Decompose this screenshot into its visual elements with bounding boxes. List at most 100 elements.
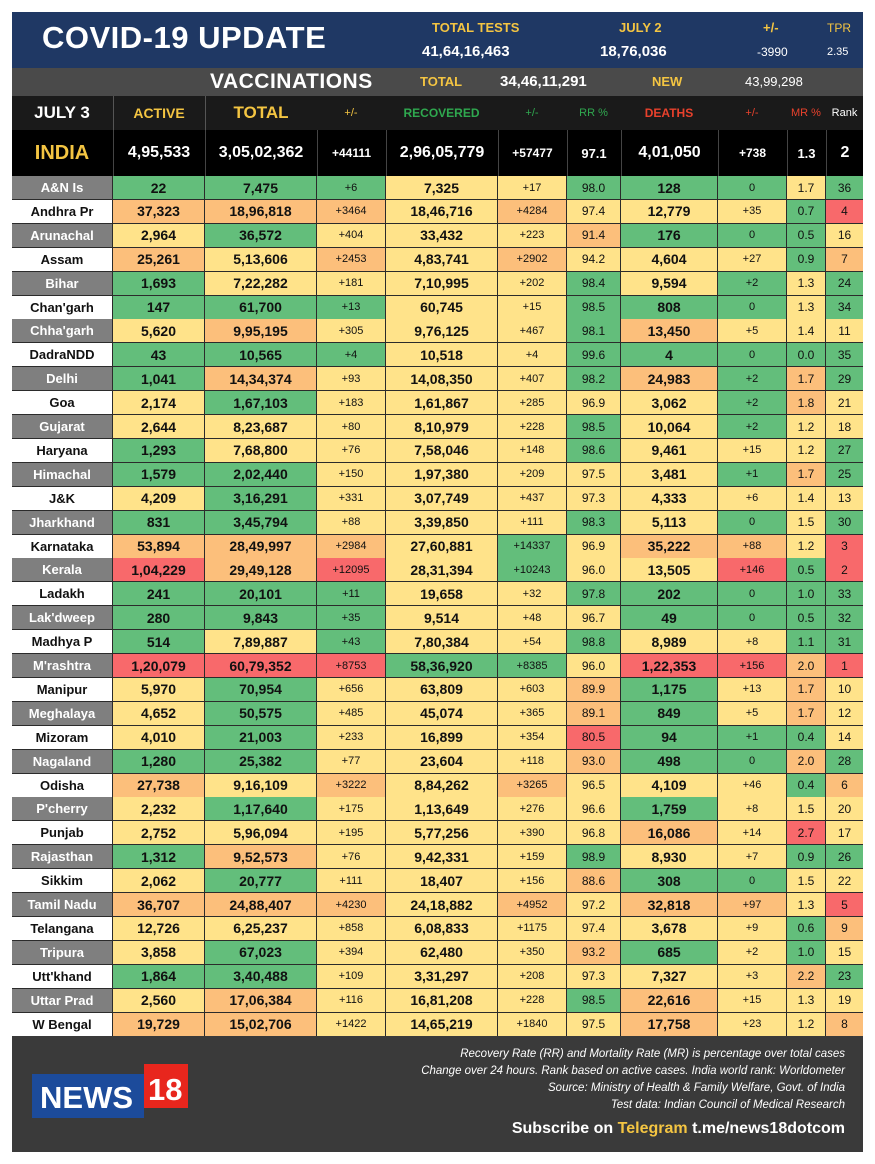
cell-rr: 98.6: [567, 438, 620, 462]
cell-tchg: +116: [317, 988, 385, 1012]
india-rank: 2: [826, 130, 863, 176]
cell-active: 2,232: [113, 797, 204, 821]
cell-rchg: +350: [498, 940, 566, 964]
state-name: Ladakh: [12, 582, 112, 606]
cell-active: 2,964: [113, 223, 204, 247]
cell-mr: 1.5: [787, 510, 825, 534]
cell-dchg: +3: [718, 964, 786, 988]
cell-rchg: +2902: [498, 247, 566, 271]
cell-rchg: +15: [498, 295, 566, 319]
cell-deaths: 685: [621, 940, 717, 964]
cell-rr: 96.7: [567, 606, 620, 630]
cell-mr: 1.1: [787, 630, 825, 654]
state-name: Bihar: [12, 271, 112, 295]
table-row: Chha'garh 5,620 9,95,195 +305 9,76,125 +467 98…: [12, 319, 863, 343]
total-tests-value: 41,64,16,463: [422, 43, 510, 60]
cell-tchg: +2453: [317, 247, 385, 271]
cell-dchg: +8: [718, 630, 786, 654]
cell-dchg: +1: [718, 462, 786, 486]
cell-recovered: 7,80,384: [386, 630, 497, 654]
cell-deaths: 10,064: [621, 415, 717, 438]
cell-deaths: 13,505: [621, 558, 717, 582]
cell-recovered: 7,10,995: [386, 271, 497, 295]
cell-rchg: +228: [498, 415, 566, 438]
cell-deaths: 32,818: [621, 893, 717, 916]
cell-tchg: +175: [317, 797, 385, 821]
cell-rr: 98.5: [567, 295, 620, 319]
cell-tchg: +305: [317, 319, 385, 343]
cell-active: 4,652: [113, 701, 204, 725]
rank-header: Rank: [831, 107, 858, 119]
cell-dchg: 0: [718, 510, 786, 534]
column-header-row: JULY 3 ACTIVE TOTAL +/- RECOVERED +/- RR…: [12, 96, 863, 130]
cell-tchg: +3464: [317, 199, 385, 223]
cell-dchg: +2: [718, 415, 786, 438]
cell-total: 17,06,384: [205, 988, 316, 1012]
cell-active: 1,280: [113, 749, 204, 773]
cell-dchg: 0: [718, 582, 786, 606]
state-name: Haryana: [12, 438, 112, 462]
cell-rr: 96.9: [567, 391, 620, 415]
cell-rchg: +8385: [498, 654, 566, 677]
cell-active: 2,174: [113, 391, 204, 415]
cell-rank: 6: [826, 773, 863, 797]
cell-deaths: 202: [621, 582, 717, 606]
cell-rchg: +17: [498, 176, 566, 199]
table-row: Odisha 27,738 9,16,109 +3222 8,84,262 +3265 96…: [12, 773, 863, 798]
cell-mr: 2.0: [787, 654, 825, 677]
cell-active: 37,323: [113, 199, 204, 223]
cell-rchg: +148: [498, 438, 566, 462]
cell-rr: 98.9: [567, 845, 620, 869]
cell-mr: 1.4: [787, 319, 825, 343]
cell-total: 9,16,109: [205, 773, 316, 797]
cell-recovered: 16,81,208: [386, 988, 497, 1012]
cell-mr: 1.7: [787, 701, 825, 725]
cell-deaths: 9,594: [621, 271, 717, 295]
cell-total: 21,003: [205, 725, 316, 749]
cell-recovered: 18,407: [386, 869, 497, 893]
table-row: Assam 25,261 5,13,606 +2453 4,83,741 +2902 94.…: [12, 247, 863, 272]
cell-deaths: 17,758: [621, 1012, 717, 1036]
table-row: Tamil Nadu 36,707 24,88,407 +4230 24,18,882 +…: [12, 893, 863, 917]
cell-recovered: 18,46,716: [386, 199, 497, 223]
cell-total: 60,79,352: [205, 654, 316, 677]
cell-rchg: +48: [498, 606, 566, 630]
cell-mr: 0.9: [787, 247, 825, 271]
cell-tchg: +4: [317, 343, 385, 367]
telegram-link[interactable]: t.me/news18dotcom: [692, 1120, 845, 1137]
cell-tchg: +485: [317, 701, 385, 725]
cell-tchg: +43: [317, 630, 385, 654]
table-row: Chan'garh 147 61,700 +13 60,745 +15 98.5 808 0 1.…: [12, 295, 863, 320]
cell-rchg: +1840: [498, 1012, 566, 1036]
cell-deaths: 3,481: [621, 462, 717, 486]
state-name: Uttar Prad: [12, 988, 112, 1012]
state-name: Chha'garh: [12, 319, 112, 343]
cell-rank: 8: [826, 1012, 863, 1036]
cell-total: 15,02,706: [205, 1012, 316, 1036]
table-row: Delhi 1,041 14,34,374 +93 14,08,350 +407 98.2 2…: [12, 367, 863, 391]
cell-mr: 1.7: [787, 677, 825, 701]
cell-mr: 1.7: [787, 367, 825, 391]
cell-tchg: +88: [317, 510, 385, 534]
cell-tchg: +109: [317, 964, 385, 988]
cell-mr: 1.4: [787, 486, 825, 510]
cell-rchg: +407: [498, 367, 566, 391]
cell-dchg: +1: [718, 725, 786, 749]
cell-mr: 2.2: [787, 964, 825, 988]
cell-recovered: 27,60,881: [386, 534, 497, 558]
cell-recovered: 6,08,833: [386, 916, 497, 940]
cell-mr: 1.8: [787, 391, 825, 415]
cell-recovered: 7,58,046: [386, 438, 497, 462]
cell-rank: 11: [826, 319, 863, 343]
footer: NEWS 18 Recovery Rate (RR) and Mortality…: [12, 1036, 863, 1152]
cell-dchg: +8: [718, 797, 786, 821]
cell-rchg: +354: [498, 725, 566, 749]
cell-tchg: +76: [317, 845, 385, 869]
cell-mr: 0.5: [787, 223, 825, 247]
table-row: M'rashtra 1,20,079 60,79,352 +8753 58,36,920…: [12, 654, 863, 678]
cell-rr: 98.4: [567, 271, 620, 295]
cell-dchg: +2: [718, 391, 786, 415]
cell-rr: 96.5: [567, 773, 620, 797]
cell-rchg: +603: [498, 677, 566, 701]
cell-rank: 20: [826, 797, 863, 821]
